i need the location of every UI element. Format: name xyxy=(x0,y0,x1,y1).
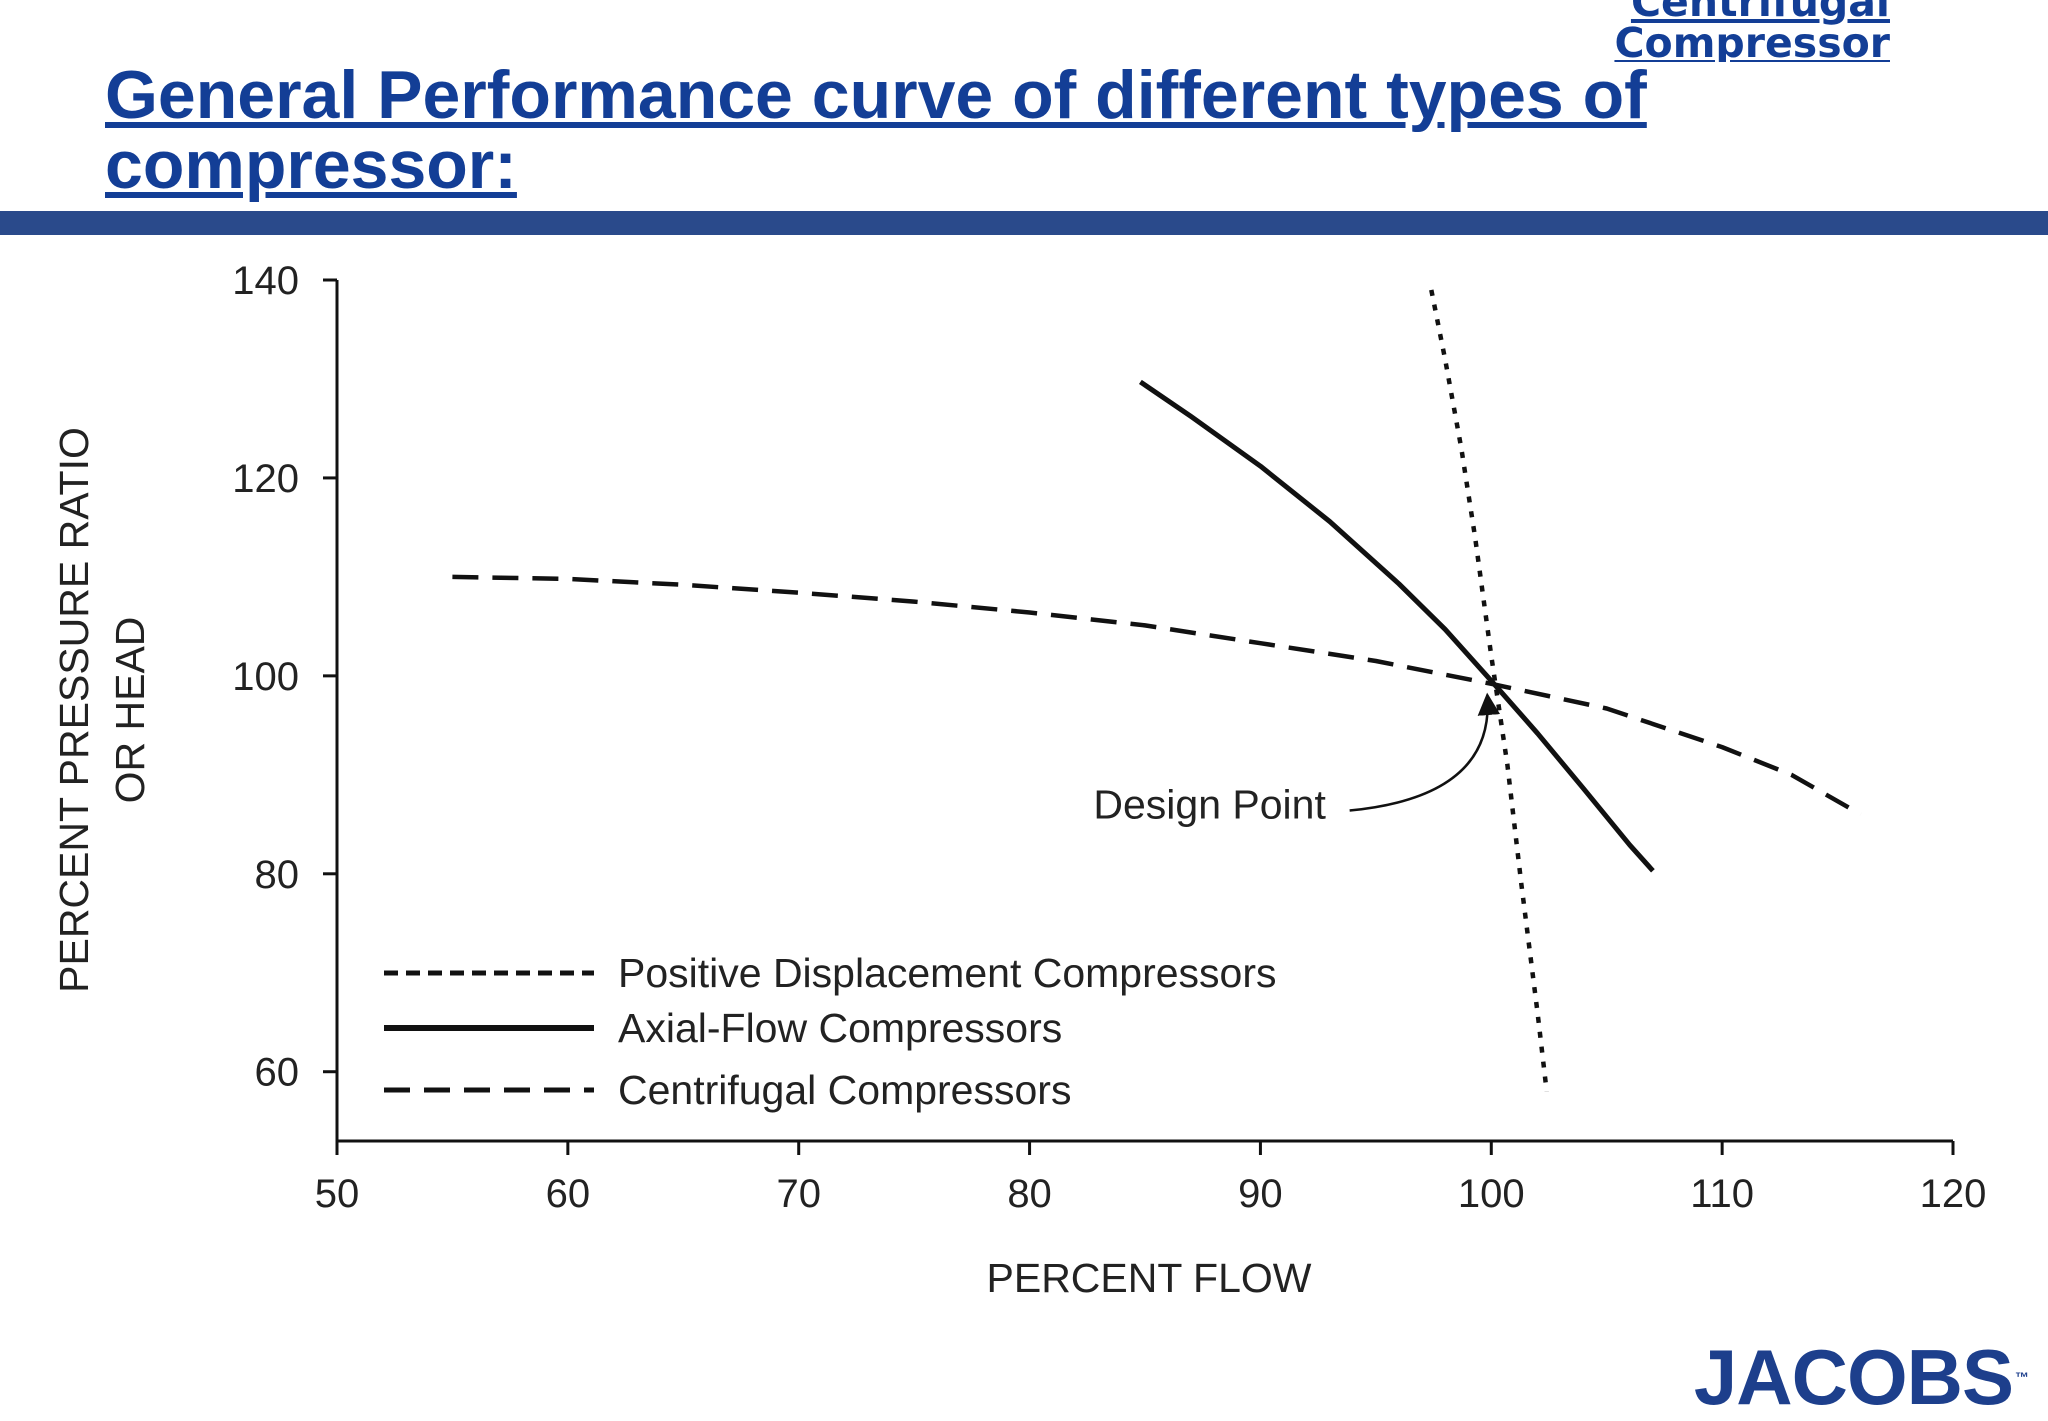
slide-title: General Performance curve of different t… xyxy=(105,57,1647,203)
x-tick-label: 80 xyxy=(1007,1172,1052,1216)
title-divider xyxy=(0,211,2048,235)
y-tick-label: 60 xyxy=(255,1051,300,1095)
x-tick-label: 50 xyxy=(315,1172,360,1216)
brand-name: JACOBS xyxy=(1693,1333,2014,1421)
x-tick-label: 110 xyxy=(1690,1172,1754,1216)
x-axis-title: PERCENT FLOW xyxy=(987,1255,1312,1301)
y-tick-label: 100 xyxy=(232,655,299,699)
y-tick-label: 120 xyxy=(232,457,299,501)
annotation-label: Design Point xyxy=(1093,782,1326,828)
x-tick-label: 100 xyxy=(1458,1172,1525,1216)
trademark-symbol: ™ xyxy=(2015,1369,2029,1385)
corner-link-line2[interactable]: Compressor xyxy=(1614,19,1890,63)
y-tick-label: 80 xyxy=(255,853,300,897)
jacobs-logo: JACOBS ™ xyxy=(1693,1333,2029,1421)
y-axis-title-line: PERCENT PRESSURE RATIO xyxy=(51,427,97,993)
legend-label: Centrifugal Compressors xyxy=(618,1067,1071,1113)
y-axis-title-line: OR HEAD xyxy=(107,617,153,804)
y-tick-label: 140 xyxy=(232,259,299,303)
x-tick-label: 70 xyxy=(776,1172,821,1216)
x-tick-label: 90 xyxy=(1238,1172,1283,1216)
y-axis-title: PERCENT PRESSURE RATIO OR HEAD xyxy=(51,427,153,993)
legend-label: Positive Displacement Compressors xyxy=(618,950,1277,996)
legend-label: Axial-Flow Compressors xyxy=(618,1005,1062,1051)
annotation-arrow xyxy=(1349,692,1501,812)
x-tick-label: 60 xyxy=(546,1172,591,1216)
corner-link-line1[interactable]: Centrifugal xyxy=(1630,0,1890,26)
x-tick-label: 120 xyxy=(1920,1172,1987,1216)
series-line-centrifugal-compressors xyxy=(452,574,1862,817)
corner-link-centrifugal-compressor[interactable]: Centrifugal Compressor xyxy=(1550,0,1890,62)
series-line-axial-flow-compressors xyxy=(1138,379,1655,873)
